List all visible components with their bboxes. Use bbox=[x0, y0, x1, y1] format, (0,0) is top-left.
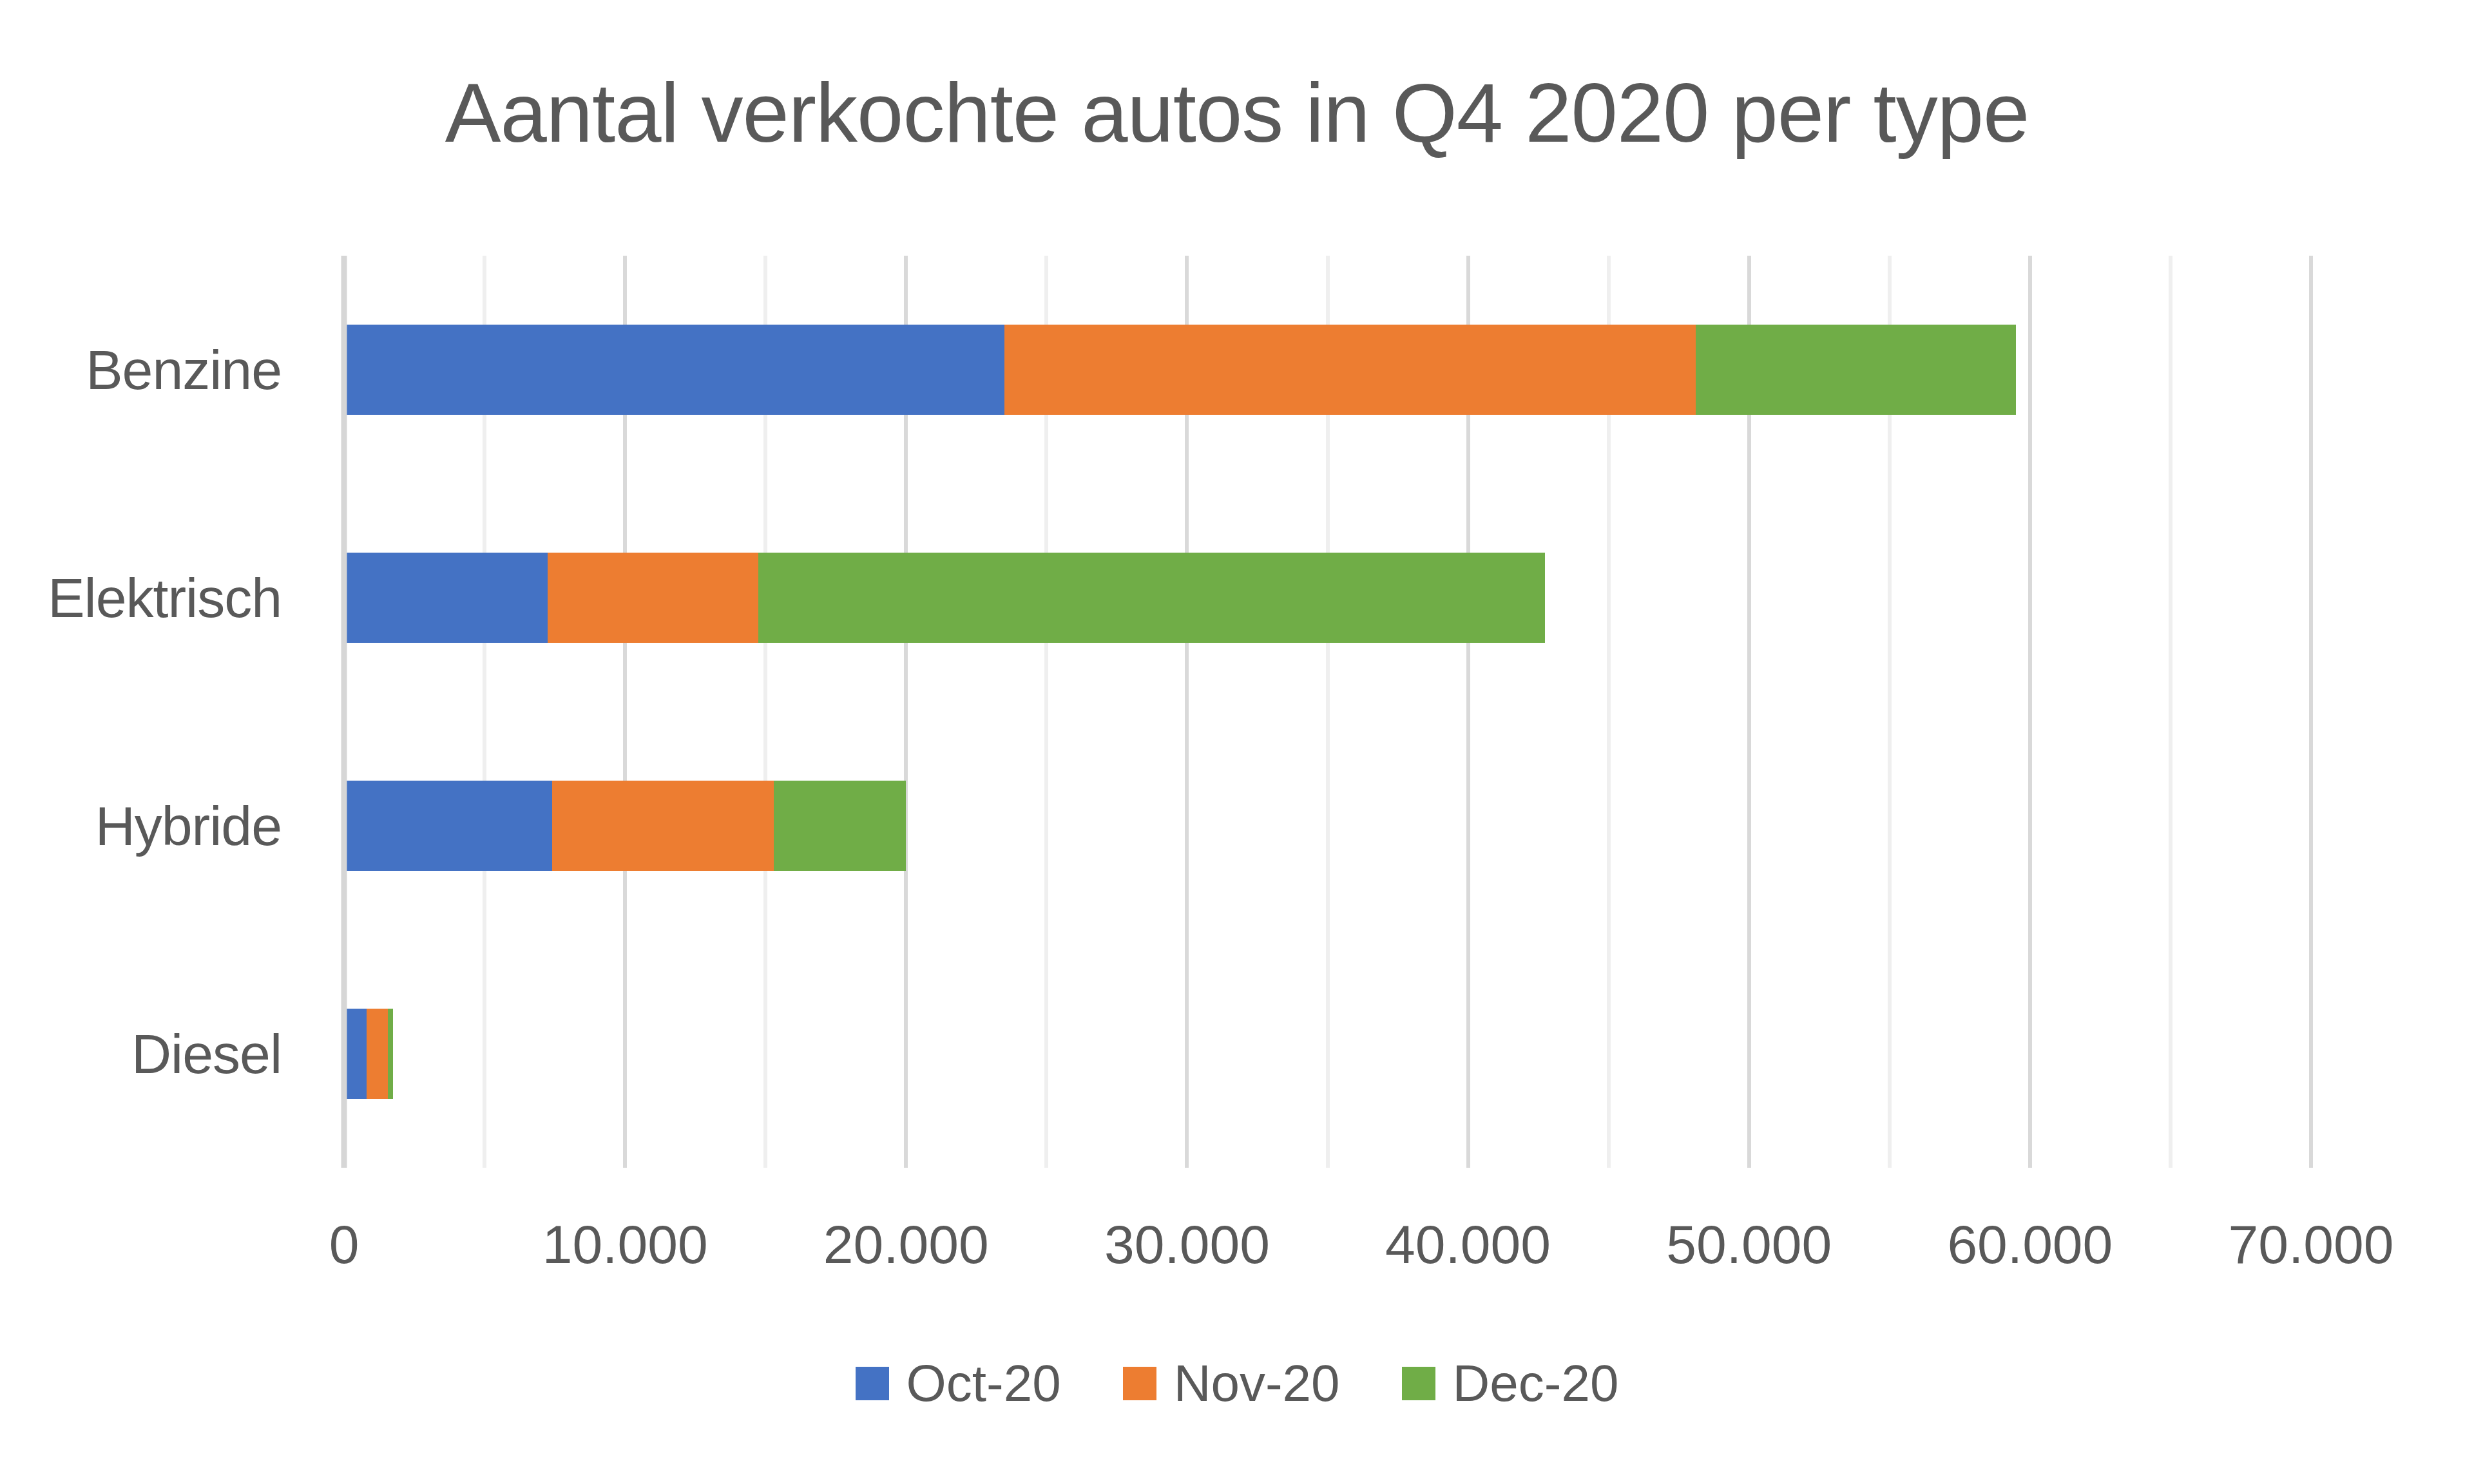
legend-swatch-dec-20 bbox=[1402, 1367, 1435, 1400]
bar-row-diesel bbox=[344, 1009, 393, 1099]
legend-item-oct-20: Oct-20 bbox=[856, 1354, 1061, 1413]
x-tick-label-4: 40.000 bbox=[1385, 1213, 1551, 1276]
bar-segment-hybride-nov-20 bbox=[552, 781, 774, 871]
legend-item-nov-20: Nov-20 bbox=[1123, 1354, 1340, 1413]
x-tick-label-2: 20.000 bbox=[823, 1213, 989, 1276]
legend-label-dec-20: Dec-20 bbox=[1453, 1354, 1619, 1413]
legend-label-oct-20: Oct-20 bbox=[906, 1354, 1061, 1413]
legend-label-nov-20: Nov-20 bbox=[1174, 1354, 1340, 1413]
category-label-diesel: Diesel bbox=[131, 1022, 282, 1086]
x-axis-tick-labels: 010.00020.00030.00040.00050.00060.00070.… bbox=[344, 1213, 2311, 1284]
bar-segment-benzine-nov-20 bbox=[1004, 325, 1696, 415]
legend-swatch-nov-20 bbox=[1123, 1367, 1156, 1400]
bar-row-elektrisch bbox=[344, 553, 1545, 643]
bar-segment-benzine-dec-20 bbox=[1696, 325, 2016, 415]
category-label-hybride: Hybride bbox=[95, 794, 282, 858]
bar-segment-hybride-dec-20 bbox=[774, 781, 906, 871]
major-gridline bbox=[2028, 256, 2032, 1168]
category-label-benzine: Benzine bbox=[86, 338, 282, 402]
legend: Oct-20 Nov-20 Dec-20 bbox=[0, 1351, 2474, 1416]
bar-segment-diesel-oct-20 bbox=[344, 1009, 367, 1099]
major-gridline bbox=[2309, 256, 2313, 1168]
x-tick-label-5: 50.000 bbox=[1666, 1213, 1832, 1276]
x-tick-label-0: 0 bbox=[329, 1213, 360, 1276]
bar-segment-diesel-dec-20 bbox=[388, 1009, 394, 1099]
y-axis-category-labels: Benzine Elektrisch Hybride Diesel bbox=[0, 256, 282, 1168]
x-tick-label-3: 30.000 bbox=[1104, 1213, 1270, 1276]
legend-swatch-oct-20 bbox=[856, 1367, 889, 1400]
x-tick-label-6: 60.000 bbox=[1947, 1213, 2113, 1276]
plot-area bbox=[344, 256, 2311, 1168]
bar-segment-benzine-oct-20 bbox=[344, 325, 1004, 415]
x-tick-label-1: 10.000 bbox=[542, 1213, 708, 1276]
x-tick-label-7: 70.000 bbox=[2229, 1213, 2394, 1276]
bar-segment-hybride-oct-20 bbox=[344, 781, 552, 871]
category-label-elektrisch: Elektrisch bbox=[48, 566, 282, 630]
minor-gridline bbox=[2169, 256, 2172, 1168]
bar-segment-diesel-nov-20 bbox=[367, 1009, 388, 1099]
y-axis-line bbox=[341, 256, 347, 1168]
bar-row-hybride bbox=[344, 781, 906, 871]
bar-row-benzine bbox=[344, 325, 2016, 415]
bar-segment-elektrisch-dec-20 bbox=[758, 553, 1545, 643]
bar-segment-elektrisch-oct-20 bbox=[344, 553, 548, 643]
chart-title: Aantal verkochte autos in Q4 2020 per ty… bbox=[0, 64, 2474, 161]
legend-item-dec-20: Dec-20 bbox=[1402, 1354, 1619, 1413]
bar-segment-elektrisch-nov-20 bbox=[548, 553, 758, 643]
